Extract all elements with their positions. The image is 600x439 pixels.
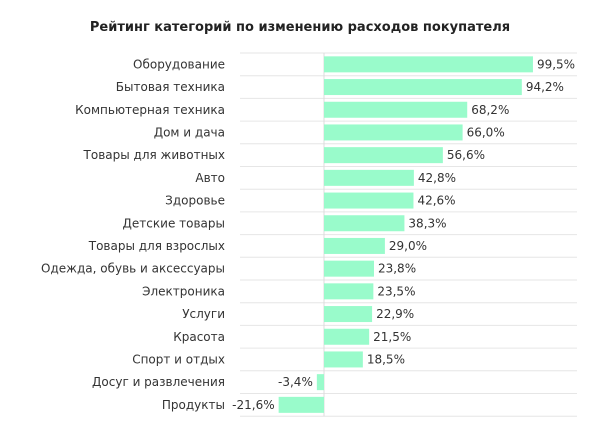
bar [324,351,363,368]
category-label: Электроника [142,284,225,298]
bar [324,56,533,73]
data-label: 38,3% [408,216,446,230]
category-label: Бытовая техника [116,80,225,94]
data-label: 29,0% [389,239,427,253]
data-label: 18,5% [367,352,405,366]
category-label: Досуг и развлечения [92,375,225,389]
data-label: 94,2% [526,80,564,94]
bar [324,306,373,323]
data-label: -21,6% [232,398,274,412]
bar [324,101,468,118]
data-label: 23,8% [378,262,416,276]
category-label: Детские товары [123,216,225,230]
category-label: Оборудование [133,57,225,71]
category-label: Авто [195,171,225,185]
category-label: Компьютерная техника [75,103,225,117]
category-label: Спорт и отдых [132,352,225,366]
bar [324,328,370,345]
data-label: 21,5% [373,330,411,344]
bar [324,79,522,96]
bar [324,215,405,232]
data-label: 56,6% [447,148,485,162]
data-label: 42,6% [417,194,455,208]
bar [324,124,463,141]
bar [324,147,443,164]
data-label: 23,5% [377,284,415,298]
data-label: 68,2% [471,103,509,117]
data-label: 42,8% [418,171,456,185]
data-label: 22,9% [376,307,414,321]
bar [324,192,414,209]
category-label: Услуги [182,307,225,321]
bar [324,237,385,254]
category-label: Красота [173,330,225,344]
data-label: -3,4% [278,375,313,389]
category-label: Дом и дача [154,125,225,139]
category-label: Товары для взрослых [88,239,225,253]
category-label: Продукты [162,398,225,412]
bar [324,283,374,300]
data-label: 66,0% [467,125,505,139]
bar [316,374,324,391]
category-label: Здоровье [165,194,225,208]
bar [278,396,324,413]
bar [324,169,414,186]
data-label: 99,5% [537,57,575,71]
chart-title: Рейтинг категорий по изменению расходов … [89,20,511,35]
bar [324,260,374,277]
category-label: Товары для животных [83,148,225,162]
category-label: Одежда, обувь и аксессуары [41,262,225,276]
